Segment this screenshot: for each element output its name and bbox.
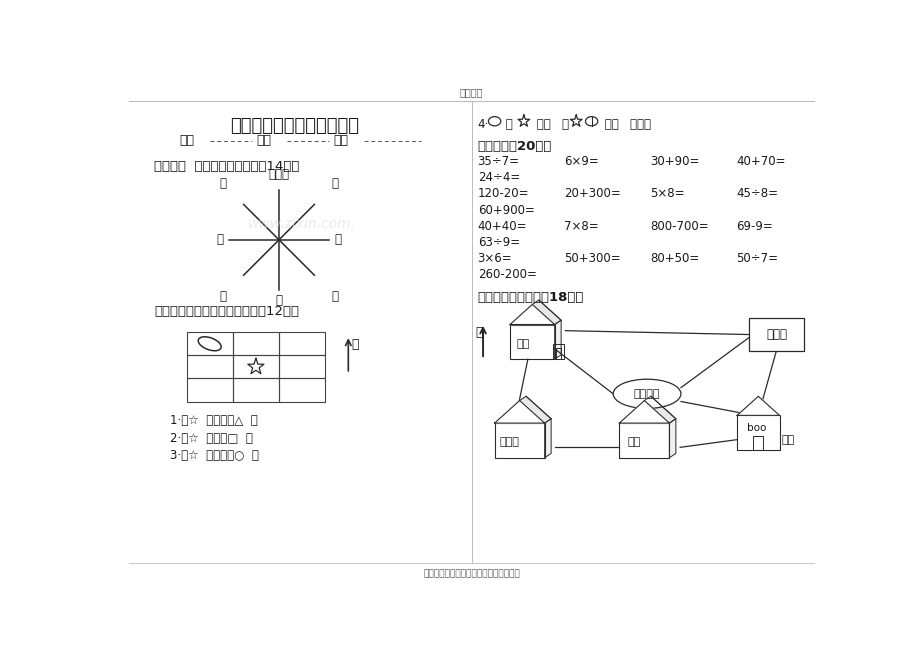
Text: www.zixin.com.: www.zixin.com. xyxy=(248,217,356,231)
Bar xyxy=(187,355,233,378)
Text: 260-200=: 260-200= xyxy=(477,268,536,281)
Polygon shape xyxy=(494,400,544,423)
Bar xyxy=(753,436,762,450)
Text: 的（   ）面。: 的（ ）面。 xyxy=(600,118,650,131)
Text: 120-20=: 120-20= xyxy=(477,187,528,201)
Text: 63÷9=: 63÷9= xyxy=(477,236,519,249)
Text: 北: 北 xyxy=(351,339,358,352)
Polygon shape xyxy=(519,396,550,423)
Text: 35÷7=: 35÷7= xyxy=(477,155,519,168)
Text: 《位置和方向》单元测试卷: 《位置和方向》单元测试卷 xyxy=(230,117,358,135)
Bar xyxy=(556,348,561,359)
Bar xyxy=(278,332,324,355)
Text: 花店: 花店 xyxy=(627,437,641,447)
Bar xyxy=(618,423,669,458)
Bar xyxy=(494,423,544,458)
Text: 在: 在 xyxy=(502,118,513,131)
Bar xyxy=(187,332,233,355)
Bar xyxy=(187,378,233,402)
Text: （: （ xyxy=(335,233,342,246)
Text: 一、在（  ）里填出八个方向（14分）: 一、在（ ）里填出八个方向（14分） xyxy=(154,159,300,173)
Text: 分数: 分数 xyxy=(333,133,347,146)
Text: 街心花园: 街心花园 xyxy=(633,389,660,399)
Text: （: （ xyxy=(219,290,226,303)
Text: 1·在☆  的东南面△  。: 1·在☆ 的东南面△ 。 xyxy=(169,414,257,427)
Text: 50+300=: 50+300= xyxy=(563,252,619,265)
Text: （: （ xyxy=(332,177,338,190)
Text: 800-700=: 800-700= xyxy=(650,220,708,233)
Polygon shape xyxy=(643,396,675,423)
Bar xyxy=(552,344,563,359)
Text: 2·在☆  的西面□  。: 2·在☆ 的西面□ 。 xyxy=(169,432,252,445)
Bar xyxy=(233,332,278,355)
Text: 甜品屋: 甜品屋 xyxy=(499,437,519,447)
Text: 3×6=: 3×6= xyxy=(477,252,512,265)
Text: （: （ xyxy=(216,233,223,246)
Text: 7×8=: 7×8= xyxy=(563,220,598,233)
Bar xyxy=(233,355,278,378)
Text: 5×8=: 5×8= xyxy=(650,187,684,201)
Text: 40+70=: 40+70= xyxy=(735,155,785,168)
Text: 班级: 班级 xyxy=(178,133,194,146)
Bar xyxy=(736,415,778,450)
Polygon shape xyxy=(544,419,550,458)
Text: 书店: 书店 xyxy=(780,435,793,445)
Bar xyxy=(278,355,324,378)
Bar xyxy=(233,378,278,402)
Text: 69-9=: 69-9= xyxy=(735,220,772,233)
Text: 6×9=: 6×9= xyxy=(563,155,598,168)
Text: 的（   ）: 的（ ） xyxy=(532,118,569,131)
Text: （: （ xyxy=(219,177,226,190)
Bar xyxy=(748,318,803,351)
Text: 姓名: 姓名 xyxy=(255,133,270,146)
Polygon shape xyxy=(532,300,561,324)
Text: 80+50=: 80+50= xyxy=(650,252,698,265)
Text: 三、口算（20分）: 三、口算（20分） xyxy=(477,140,551,153)
Polygon shape xyxy=(736,396,778,415)
Text: 4·: 4· xyxy=(477,118,488,131)
Text: （: （ xyxy=(275,294,282,307)
Text: 收集于网络，如有侵权请联系管理员删除: 收集于网络，如有侵权请联系管理员删除 xyxy=(423,570,519,578)
Polygon shape xyxy=(554,320,561,359)
Text: 40+40=: 40+40= xyxy=(477,220,527,233)
Text: 布店: 布店 xyxy=(516,339,529,348)
Text: 电影院: 电影院 xyxy=(766,328,786,341)
Bar xyxy=(278,378,324,402)
Text: 60+900=: 60+900= xyxy=(477,204,534,217)
Text: 3·在☆  的东北面○  。: 3·在☆ 的东北面○ 。 xyxy=(169,449,258,462)
Text: 45÷8=: 45÷8= xyxy=(735,187,777,201)
Text: 四、看路线图填空（18分）: 四、看路线图填空（18分） xyxy=(477,290,584,303)
Text: 20+300=: 20+300= xyxy=(563,187,620,201)
Text: 24÷4=: 24÷4= xyxy=(477,171,519,184)
Ellipse shape xyxy=(613,379,680,408)
Text: 50÷7=: 50÷7= xyxy=(735,252,777,265)
Text: 二、按要求画图形，并填一填（12分）: 二、按要求画图形，并填一填（12分） xyxy=(154,305,299,318)
Polygon shape xyxy=(669,419,675,458)
Text: boo: boo xyxy=(745,422,765,432)
Polygon shape xyxy=(509,305,554,324)
Text: （北）: （北） xyxy=(268,167,289,180)
Text: （: （ xyxy=(332,290,338,303)
Text: 30+90=: 30+90= xyxy=(650,155,698,168)
Text: 精品文档: 精品文档 xyxy=(460,87,482,97)
Polygon shape xyxy=(618,400,669,423)
Bar xyxy=(509,324,554,359)
Text: 北: 北 xyxy=(475,326,482,339)
